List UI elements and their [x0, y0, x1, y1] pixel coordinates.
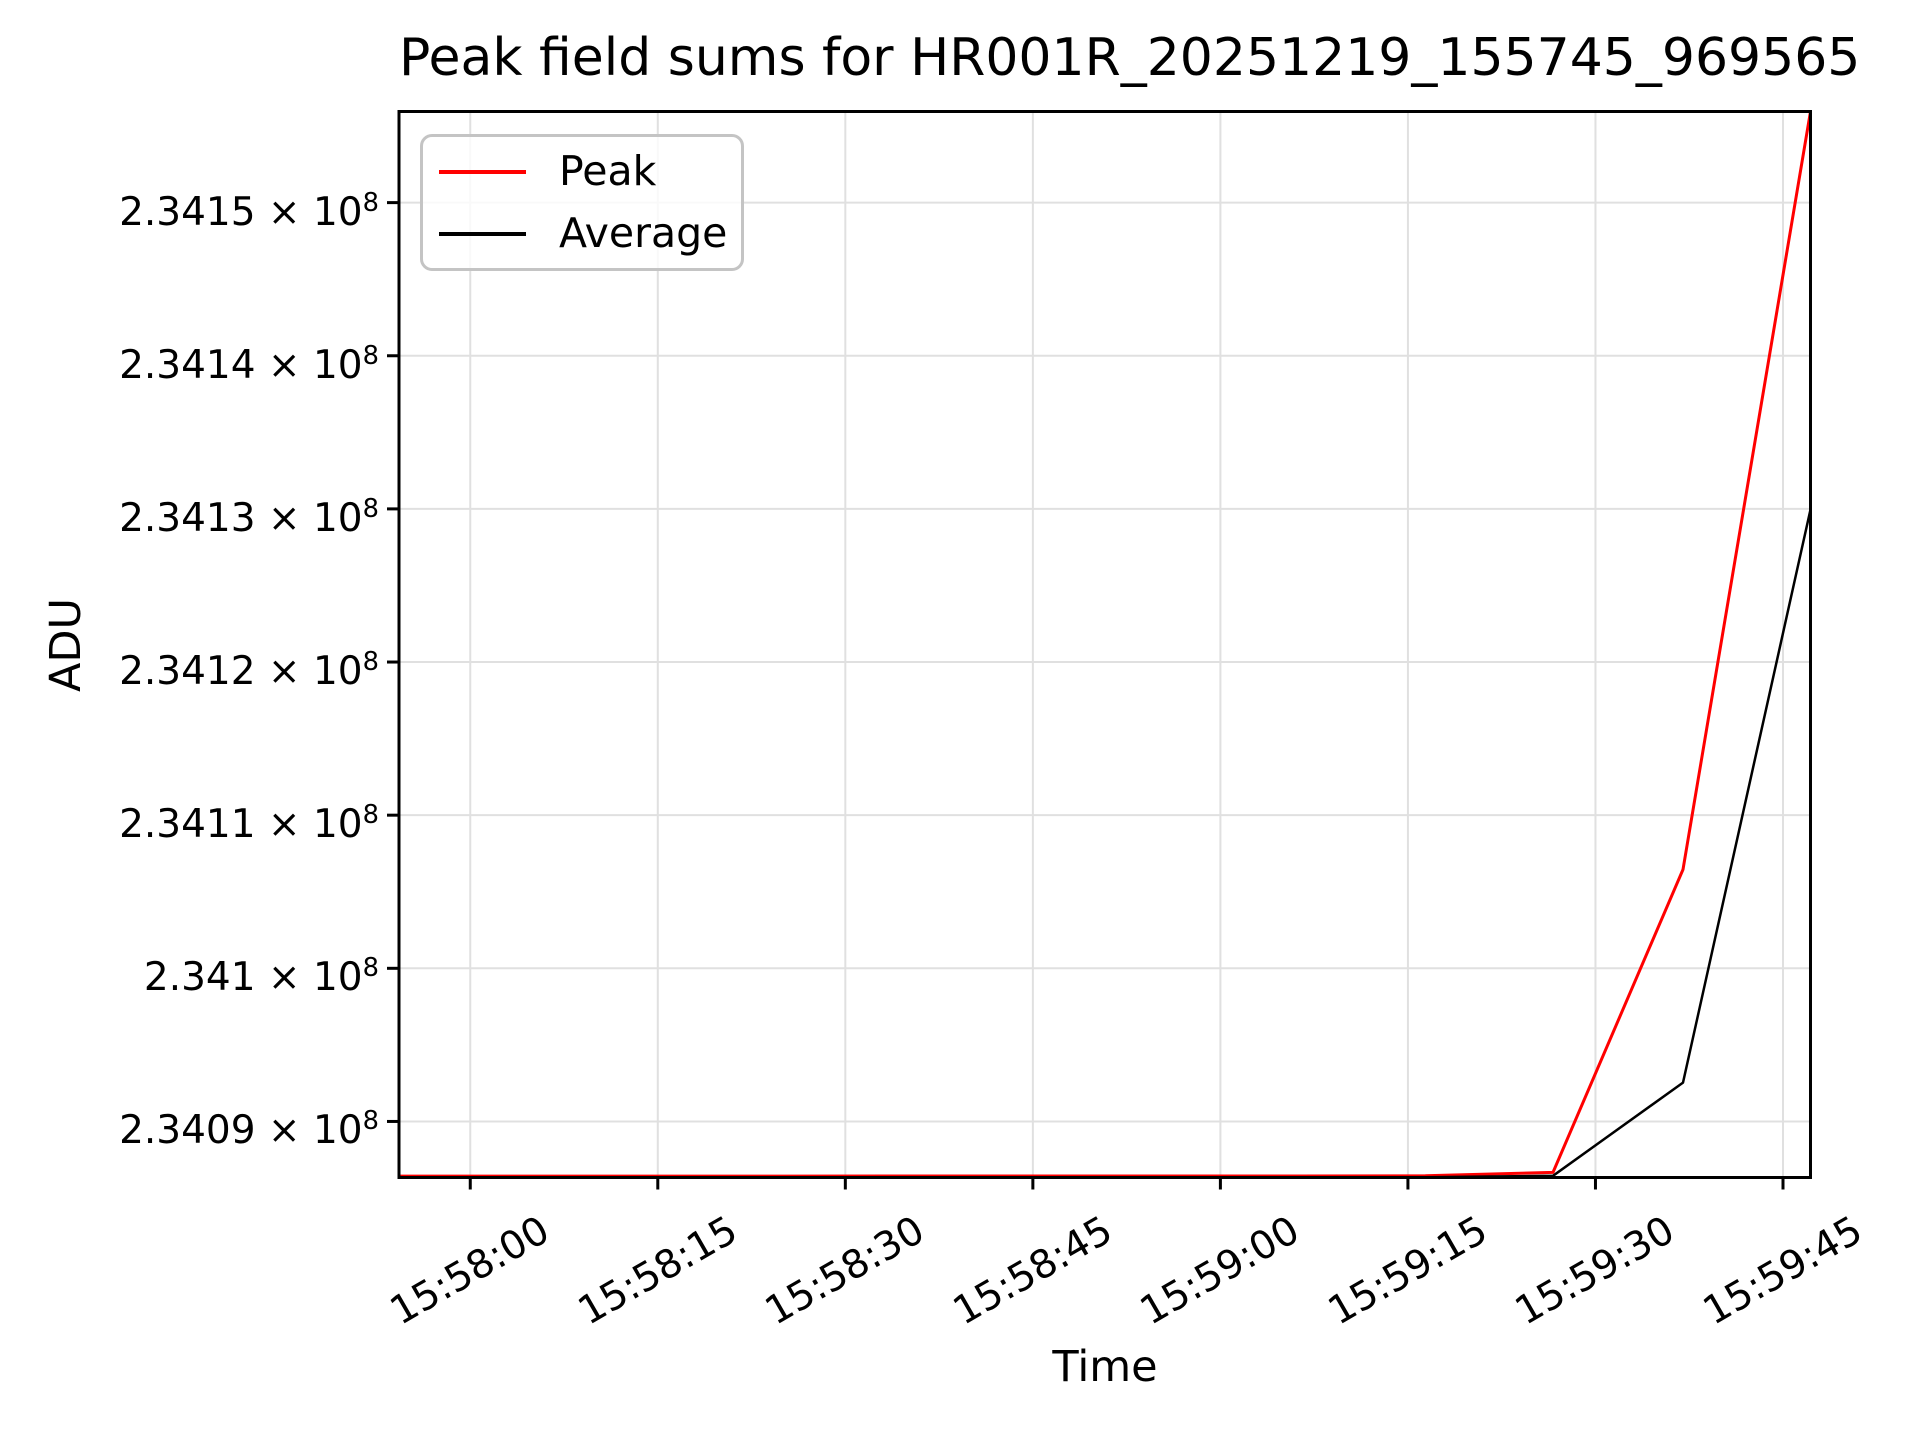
- legend-label-peak: Peak: [559, 147, 657, 195]
- legend-entry-average: Average: [439, 203, 741, 265]
- series-line-average: [399, 509, 1812, 1179]
- y-tick-label: 2.3412 × 108: [119, 647, 379, 695]
- y-tick-label: 2.3415 × 108: [119, 187, 379, 235]
- y-tick-label: 2.3413 × 108: [119, 493, 379, 541]
- chart-title: Peak field sums for HR001R_20251219_1557…: [399, 28, 1861, 88]
- y-tick-label: 2.3414 × 108: [119, 340, 379, 388]
- y-tick-label: 2.3411 × 108: [119, 800, 379, 848]
- y-axis-label: ADU: [41, 598, 91, 692]
- peak-line-sample: [439, 169, 526, 174]
- y-tick-label: 2.341 × 108: [143, 953, 379, 1001]
- average-line-sample: [439, 231, 526, 236]
- series-line-peak: [399, 111, 1812, 1178]
- axes-spines: [397, 110, 1812, 1179]
- legend-entry-peak: Peak: [439, 141, 741, 203]
- y-tick-label: 2.3409 × 108: [119, 1106, 379, 1154]
- legend-label-average: Average: [559, 209, 728, 257]
- x-axis-label: Time: [1052, 1342, 1158, 1392]
- legend: Peak Average: [420, 134, 744, 271]
